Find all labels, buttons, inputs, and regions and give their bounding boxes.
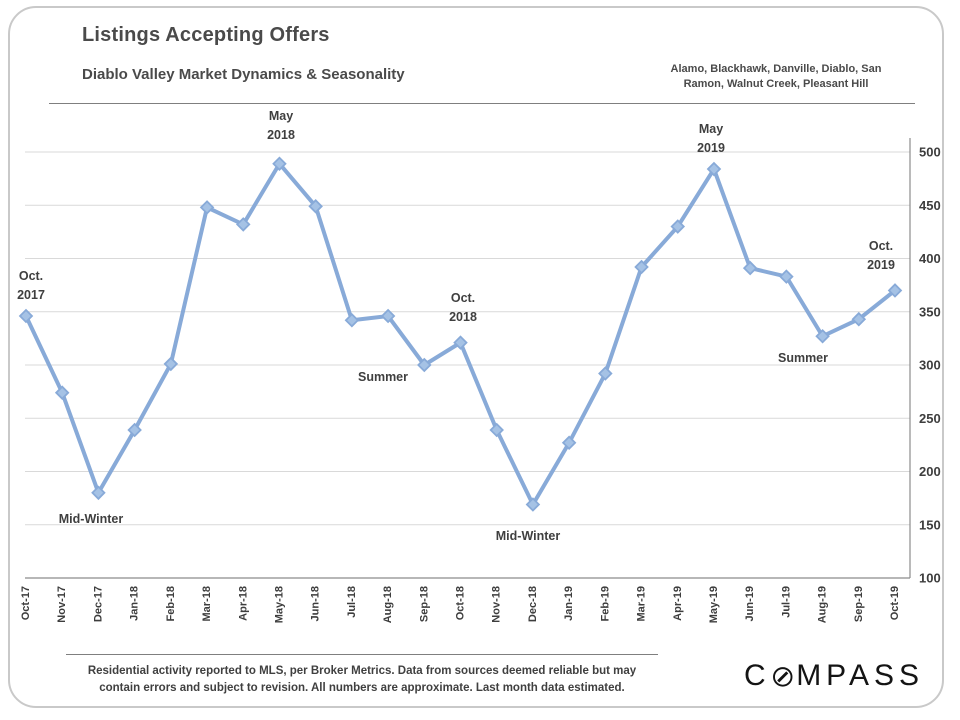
x-tick-label: Dec-17 [92, 586, 104, 622]
annotation-label: Mid-Winter [496, 529, 561, 543]
x-tick-label: Jul-18 [346, 586, 358, 618]
series-line [24, 161, 897, 507]
annotation-label: Summer [358, 370, 408, 384]
page-title: Listings Accepting Offers [82, 24, 330, 46]
annotation-label: 2017 [17, 288, 45, 302]
data-point-marker [489, 422, 504, 438]
x-tick-label: May-19 [708, 586, 720, 623]
compass-logo-prefix: C [744, 659, 771, 692]
data-point-marker [706, 161, 722, 177]
x-tick-label: Sep-19 [853, 586, 865, 622]
x-tick-label: May-18 [273, 586, 285, 623]
data-point-marker [272, 156, 287, 171]
region-list-line1: Alamo, Blackhawk, Danville, Diablo, San [670, 63, 882, 75]
data-point-marker [163, 356, 179, 372]
y-tick-label: 200 [919, 464, 941, 479]
x-tick-label: Aug-18 [382, 586, 394, 623]
annotation-label: 2018 [449, 310, 477, 324]
chart-subtitle: Diablo Valley Market Dynamics & Seasonal… [82, 66, 405, 83]
x-tick-label: Nov-18 [491, 586, 503, 623]
x-tick-label: Mar-19 [636, 586, 648, 621]
data-point-marker [18, 308, 34, 324]
annotation-label: 2019 [867, 258, 895, 272]
x-tick-label: Sep-18 [418, 586, 430, 622]
x-tick-label: Feb-18 [165, 586, 177, 621]
region-list-line2: Ramon, Walnut Creek, Pleasant Hill [683, 78, 869, 90]
x-tick-label: Jun-19 [744, 586, 756, 621]
x-tick-label: Dec-18 [527, 586, 539, 622]
x-tick-label: Jun-18 [310, 586, 322, 621]
slide-frame [8, 6, 944, 708]
compass-logo-suffix: MPASS [796, 659, 924, 692]
data-point-marker [417, 357, 432, 373]
data-point-marker [851, 311, 867, 327]
data-point-marker [308, 199, 323, 214]
data-point-marker [634, 259, 649, 275]
annotation-label: Mid-Winter [59, 512, 124, 526]
x-tick-label: Nov-17 [56, 586, 68, 623]
x-tick-label: Apr-18 [237, 586, 249, 621]
data-point-marker [742, 260, 758, 276]
annotation-label: May [269, 109, 293, 123]
data-point-marker [598, 366, 613, 381]
annotation-label: 2018 [267, 128, 295, 142]
compass-logo: C MPASS [744, 656, 924, 696]
disclaimer-line1: Residential activity reported to MLS, pe… [87, 665, 637, 677]
annotation-label: 2019 [697, 141, 725, 155]
annotation-label: Oct. [19, 269, 43, 283]
data-point-marker [525, 497, 541, 512]
x-tick-label: Oct-19 [889, 586, 901, 620]
y-tick-label: 350 [919, 304, 941, 319]
y-tick-label: 150 [919, 517, 941, 532]
data-point-marker [670, 219, 686, 234]
y-tick-label: 500 [919, 145, 941, 160]
data-point-marker [815, 328, 830, 344]
annotation-label: May [699, 122, 723, 136]
data-point-marker [235, 217, 251, 232]
region-list: Alamo, Blackhawk, Danville, Diablo, San … [645, 62, 907, 92]
header-divider [49, 103, 915, 104]
footer-divider [66, 654, 658, 655]
y-tick-label: 100 [919, 571, 941, 586]
data-point-marker [453, 335, 468, 350]
x-tick-label: Mar-18 [201, 586, 213, 621]
data-point-marker [127, 422, 142, 438]
data-point-marker [779, 269, 794, 284]
y-tick-label: 250 [919, 411, 941, 426]
compass-o-icon [772, 666, 793, 687]
disclaimer-line2: contain errors and subject to revision. … [99, 681, 625, 694]
data-point-marker [54, 385, 70, 400]
annotation-label: Oct. [869, 239, 893, 253]
y-tick-label: 450 [919, 198, 941, 213]
annotation-label: Oct. [451, 291, 475, 305]
data-point-marker [199, 200, 215, 215]
x-tick-label: Jan-18 [129, 586, 141, 621]
y-tick-label: 300 [919, 358, 941, 373]
x-tick-label: Aug-19 [817, 586, 829, 623]
x-tick-label: Feb-19 [599, 586, 611, 621]
data-point-marker [91, 485, 106, 501]
x-tick-label: Apr-19 [672, 586, 684, 621]
data-point-marker [344, 312, 360, 328]
disclaimer-text: Residential activity reported to MLS, pe… [66, 663, 658, 696]
data-point-marker [887, 283, 903, 298]
data-point-marker [561, 435, 577, 451]
x-tick-label: Jul-19 [780, 586, 792, 618]
x-tick-label: Oct-18 [455, 586, 467, 620]
data-point-marker [380, 308, 396, 324]
y-tick-label: 400 [919, 251, 941, 266]
x-tick-label: Jan-19 [563, 586, 575, 621]
x-tick-label: Oct-17 [20, 586, 32, 620]
annotation-label: Summer [778, 351, 828, 365]
